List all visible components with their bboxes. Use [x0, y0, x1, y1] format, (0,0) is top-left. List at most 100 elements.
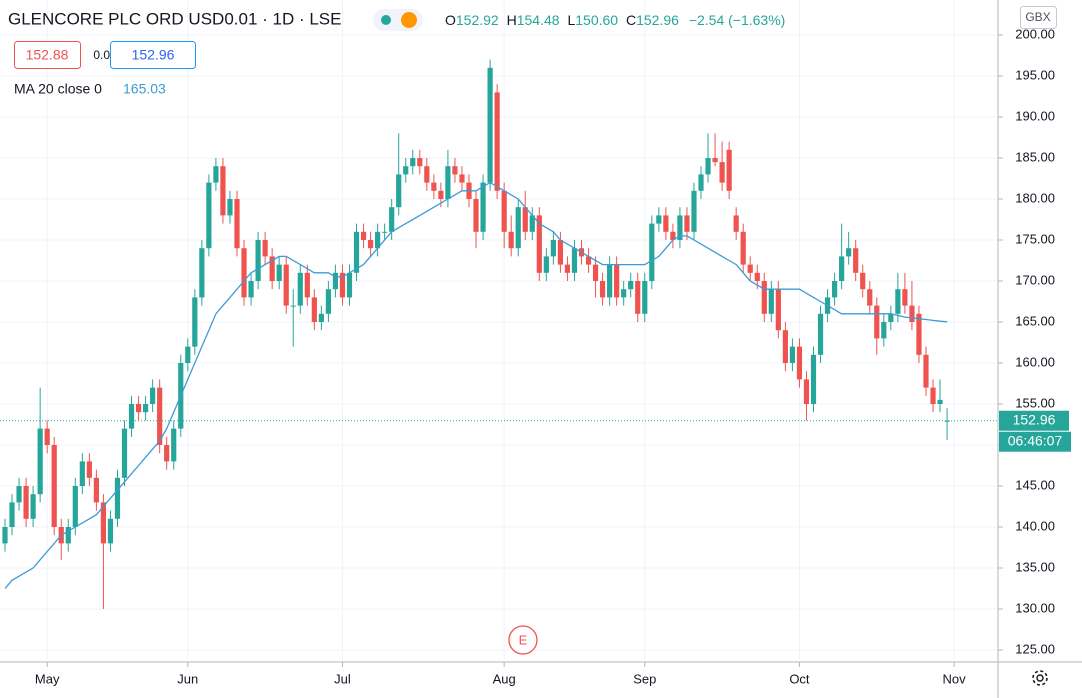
- candle-body: [740, 231, 746, 265]
- candle-body: [290, 305, 296, 307]
- candle-body: [543, 256, 549, 273]
- candle-body: [51, 445, 57, 527]
- y-tick-label: 145.00: [1015, 477, 1055, 492]
- candle-body: [241, 248, 247, 298]
- candle-body: [332, 272, 339, 290]
- currency-box[interactable]: [1020, 6, 1057, 29]
- y-tick-label: 195.00: [1015, 67, 1055, 82]
- candle-body: [522, 207, 528, 232]
- candle-body: [220, 166, 226, 216]
- currency: GBX: [1025, 10, 1050, 24]
- candle-body: [44, 428, 50, 446]
- candle-body: [346, 272, 353, 298]
- last-price-label: 152.96: [1013, 411, 1056, 427]
- candle-body: [431, 182, 437, 191]
- candle-body: [860, 272, 866, 290]
- x-tick-label: Oct: [789, 671, 810, 686]
- x-tick-label: Jul: [334, 671, 351, 686]
- ask-box[interactable]: [110, 41, 196, 69]
- candle-body: [508, 231, 514, 249]
- candle-body: [571, 248, 578, 273]
- candle-body: [445, 166, 451, 200]
- candle-body: [403, 166, 409, 175]
- bid-box[interactable]: [14, 41, 81, 69]
- indicator-name: MA 20 close 0: [14, 81, 102, 97]
- candle-body: [789, 346, 796, 364]
- candle-body: [529, 215, 535, 232]
- candle-body: [487, 67, 493, 183]
- candle-body: [452, 166, 458, 175]
- candle-body: [227, 199, 233, 216]
- candle-body: [621, 289, 627, 298]
- candle-body: [114, 477, 121, 519]
- change: −2.54 (−1.63%): [689, 12, 786, 28]
- candle-body: [248, 281, 254, 298]
- h-value: 154.48: [517, 12, 560, 28]
- y-tick-label: 135.00: [1015, 559, 1055, 574]
- candle-body: [607, 264, 613, 298]
- settings-icon[interactable]: [1032, 670, 1048, 686]
- moving-average: [4, 181, 948, 589]
- y-tick-label: 170.00: [1015, 272, 1055, 287]
- candle-body: [353, 231, 360, 273]
- countdown-box: [999, 431, 1071, 452]
- candle-body: [719, 162, 725, 183]
- candle-body: [23, 486, 29, 519]
- candle-body: [733, 215, 739, 232]
- candle-body: [396, 174, 402, 208]
- candle-body: [171, 428, 177, 462]
- candle-body: [9, 502, 15, 527]
- candle-body: [705, 158, 711, 175]
- candle-body: [677, 215, 683, 241]
- candle-body: [410, 158, 416, 167]
- candle-body: [712, 158, 718, 163]
- candle-body: [121, 428, 128, 478]
- countdown: 06:46:07: [1008, 432, 1063, 448]
- candle-body: [803, 379, 810, 405]
- candle-body: [796, 346, 803, 380]
- candle-body: [143, 404, 149, 413]
- y-tick-label: 125.00: [1015, 641, 1055, 656]
- candle-body: [614, 264, 620, 298]
- candle-body: [459, 174, 465, 183]
- candle-body: [234, 199, 240, 249]
- candle-body: [649, 223, 655, 282]
- candle-body: [909, 305, 915, 323]
- candle-body: [255, 240, 261, 282]
- delay-badge: [401, 12, 417, 28]
- candle-body: [100, 502, 107, 544]
- y-tick-label: 155.00: [1015, 395, 1055, 410]
- candle-body: [283, 264, 289, 306]
- candle-body: [944, 420, 950, 422]
- candle-body: [389, 207, 395, 232]
- candle-body: [536, 215, 542, 273]
- ohlc-header: O152.92 H154.48 L150.60 C152.96 −2.54 (−…: [445, 12, 785, 28]
- candle-body: [2, 526, 8, 544]
- candle-body: [128, 404, 135, 429]
- candle-body: [37, 428, 43, 495]
- earnings-marker[interactable]: [508, 625, 538, 655]
- candle-body: [867, 289, 873, 306]
- x-tick-label: Aug: [493, 671, 516, 686]
- candle-body: [164, 445, 170, 462]
- y-tick-label: 160.00: [1015, 354, 1055, 369]
- axes: 125.00130.00135.00140.00145.00150.00155.…: [35, 26, 1071, 686]
- y-tick-label: 180.00: [1015, 190, 1055, 205]
- candle-body: [635, 281, 641, 314]
- candle-body: [846, 248, 852, 257]
- candle-body: [747, 264, 753, 273]
- candle-body: [79, 461, 85, 487]
- y-tick-label: 185.00: [1015, 149, 1055, 164]
- candle-body: [642, 281, 648, 314]
- candle-body: [339, 272, 346, 298]
- y-tick-label: 190.00: [1015, 108, 1055, 123]
- candle-body: [199, 248, 205, 298]
- candle-body: [86, 461, 92, 478]
- candle-body: [831, 281, 838, 298]
- y-tick-label: 130.00: [1015, 600, 1055, 615]
- candle-body: [810, 354, 817, 405]
- indicator-value: 165.03: [123, 81, 166, 97]
- candle-body: [269, 256, 275, 282]
- last-price-box: [999, 410, 1069, 431]
- candle-body: [937, 399, 943, 405]
